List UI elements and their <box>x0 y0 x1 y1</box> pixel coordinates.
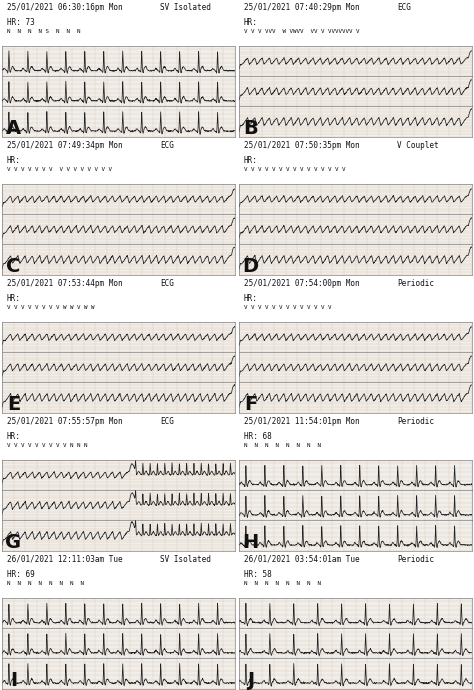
Text: HR:: HR: <box>7 432 20 441</box>
Text: HR: 73: HR: 73 <box>7 18 34 27</box>
Text: V Couplet: V Couplet <box>398 141 439 150</box>
Text: 26/01/2021 12:11:03am Tue: 26/01/2021 12:11:03am Tue <box>7 555 122 564</box>
Text: HR:: HR: <box>7 156 20 165</box>
Text: ECG: ECG <box>161 141 174 150</box>
Text: 25/01/2021 07:54:00pm Mon: 25/01/2021 07:54:00pm Mon <box>244 279 359 288</box>
Text: N  N  N  N  N  N  N  N: N N N N N N N N <box>7 581 83 586</box>
Text: H: H <box>242 533 259 552</box>
Text: N  N  N  N  N  N  N  N: N N N N N N N N <box>244 581 320 586</box>
Text: ECG: ECG <box>161 417 174 426</box>
Text: HR: 58: HR: 58 <box>244 570 271 579</box>
Text: E: E <box>7 395 20 414</box>
Text: ECG: ECG <box>398 3 411 12</box>
Text: HR:: HR: <box>244 18 257 27</box>
Text: HR:: HR: <box>244 294 257 303</box>
Text: SV Isolated: SV Isolated <box>161 3 211 12</box>
Text: HR:: HR: <box>244 156 257 165</box>
Text: V V V V V V V  V V V V V V V V: V V V V V V V V V V V V V V V <box>7 167 111 172</box>
Text: J: J <box>247 671 254 690</box>
Text: HR: 68: HR: 68 <box>244 432 271 441</box>
Text: V V V V V V V V V N N N: V V V V V V V V V N N N <box>7 443 87 448</box>
Text: 25/01/2021 11:54:01pm Mon: 25/01/2021 11:54:01pm Mon <box>244 417 359 426</box>
Text: SV Isolated: SV Isolated <box>161 555 211 564</box>
Text: V V V V V V V V W W V W W: V V V V V V V V W W V W W <box>7 305 94 310</box>
Text: HR: 69: HR: 69 <box>7 570 34 579</box>
Text: 25/01/2021 07:50:35pm Mon: 25/01/2021 07:50:35pm Mon <box>244 141 359 150</box>
Text: 25/01/2021 07:53:44pm Mon: 25/01/2021 07:53:44pm Mon <box>7 279 122 288</box>
Text: 25/01/2021 07:40:29pm Mon: 25/01/2021 07:40:29pm Mon <box>244 3 359 12</box>
Text: F: F <box>244 395 257 414</box>
Text: N  N  N  N S  N  N  N: N N N N S N N N <box>7 29 80 34</box>
Text: I: I <box>10 671 17 690</box>
Text: HR:: HR: <box>7 294 20 303</box>
Text: D: D <box>243 257 259 276</box>
Text: B: B <box>243 119 258 138</box>
Text: 25/01/2021 07:49:34pm Mon: 25/01/2021 07:49:34pm Mon <box>7 141 122 150</box>
Text: 25/01/2021 06:30:16pm Mon: 25/01/2021 06:30:16pm Mon <box>7 3 122 12</box>
Text: V V V V V V V V V V V V V: V V V V V V V V V V V V V <box>244 305 331 310</box>
Text: 26/01/2021 03:54:01am Tue: 26/01/2021 03:54:01am Tue <box>244 555 359 564</box>
Text: A: A <box>6 119 21 138</box>
Text: Periodic: Periodic <box>398 555 435 564</box>
Text: N  N  N  N  N  N  N  N: N N N N N N N N <box>244 443 320 448</box>
Text: ECG: ECG <box>161 279 174 288</box>
Text: Periodic: Periodic <box>398 417 435 426</box>
Text: V V V VVV  W VWVV  VV V VVVVVVV V: V V V VVV W VWVV VV V VVVVVVV V <box>244 29 359 34</box>
Text: 25/01/2021 07:55:57pm Mon: 25/01/2021 07:55:57pm Mon <box>7 417 122 426</box>
Text: V V V V V V V V V V V V V V V: V V V V V V V V V V V V V V V <box>244 167 345 172</box>
Text: Periodic: Periodic <box>398 279 435 288</box>
Text: G: G <box>6 533 22 552</box>
Text: C: C <box>6 257 21 276</box>
